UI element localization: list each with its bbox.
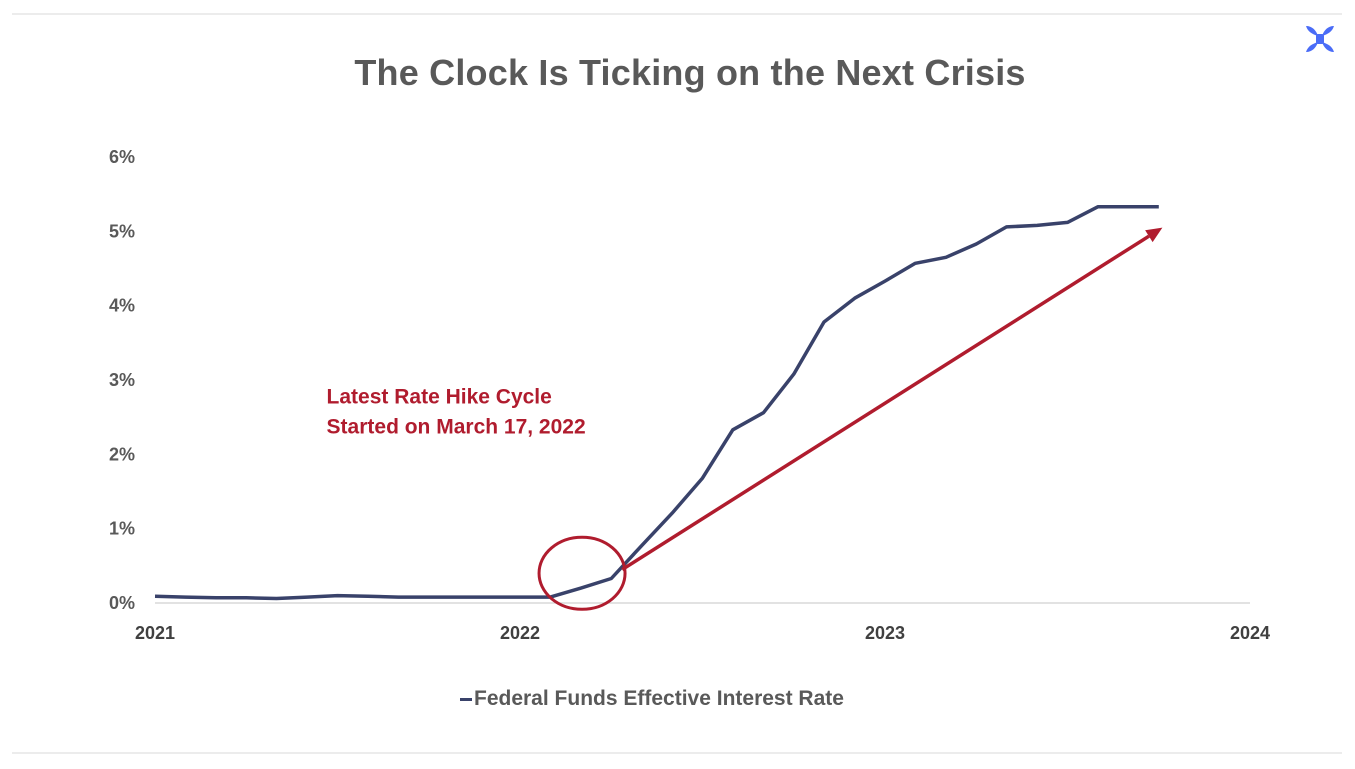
legend: Federal Funds Effective Interest Rate bbox=[460, 686, 844, 712]
legend-label: Federal Funds Effective Interest Rate bbox=[474, 687, 844, 710]
chart-title: The Clock Is Ticking on the Next Crisis bbox=[354, 52, 1026, 93]
x-tick-label: 2023 bbox=[865, 623, 905, 643]
y-tick-label: 4% bbox=[109, 296, 135, 316]
annotation-line-2: Started on March 17, 2022 bbox=[327, 416, 586, 439]
x-logo-icon bbox=[1306, 26, 1334, 52]
annotation-line-1: Latest Rate Hike Cycle bbox=[327, 386, 552, 409]
bottom-divider bbox=[12, 752, 1342, 754]
x-tick-label: 2021 bbox=[135, 623, 175, 643]
top-divider bbox=[12, 13, 1342, 15]
trend-arrow-head bbox=[1145, 227, 1163, 243]
trend-arrow bbox=[621, 234, 1150, 572]
y-tick-label: 0% bbox=[109, 593, 135, 613]
x-tick-label: 2024 bbox=[1230, 623, 1270, 643]
y-tick-label: 5% bbox=[109, 221, 135, 241]
y-tick-label: 1% bbox=[109, 519, 135, 539]
x-axis-ticks: 2021 2022 2023 2024 bbox=[135, 623, 1270, 643]
y-tick-label: 3% bbox=[109, 370, 135, 390]
hike-start-highlight-circle bbox=[537, 535, 627, 611]
series-line-fed-funds bbox=[154, 205, 1159, 601]
y-tick-label: 6% bbox=[109, 147, 135, 167]
y-tick-label: 2% bbox=[109, 444, 135, 464]
y-axis-ticks: 0% 1% 2% 3% 4% 5% 6% bbox=[109, 147, 135, 613]
x-tick-label: 2022 bbox=[500, 623, 540, 643]
legend-swatch bbox=[460, 697, 472, 701]
